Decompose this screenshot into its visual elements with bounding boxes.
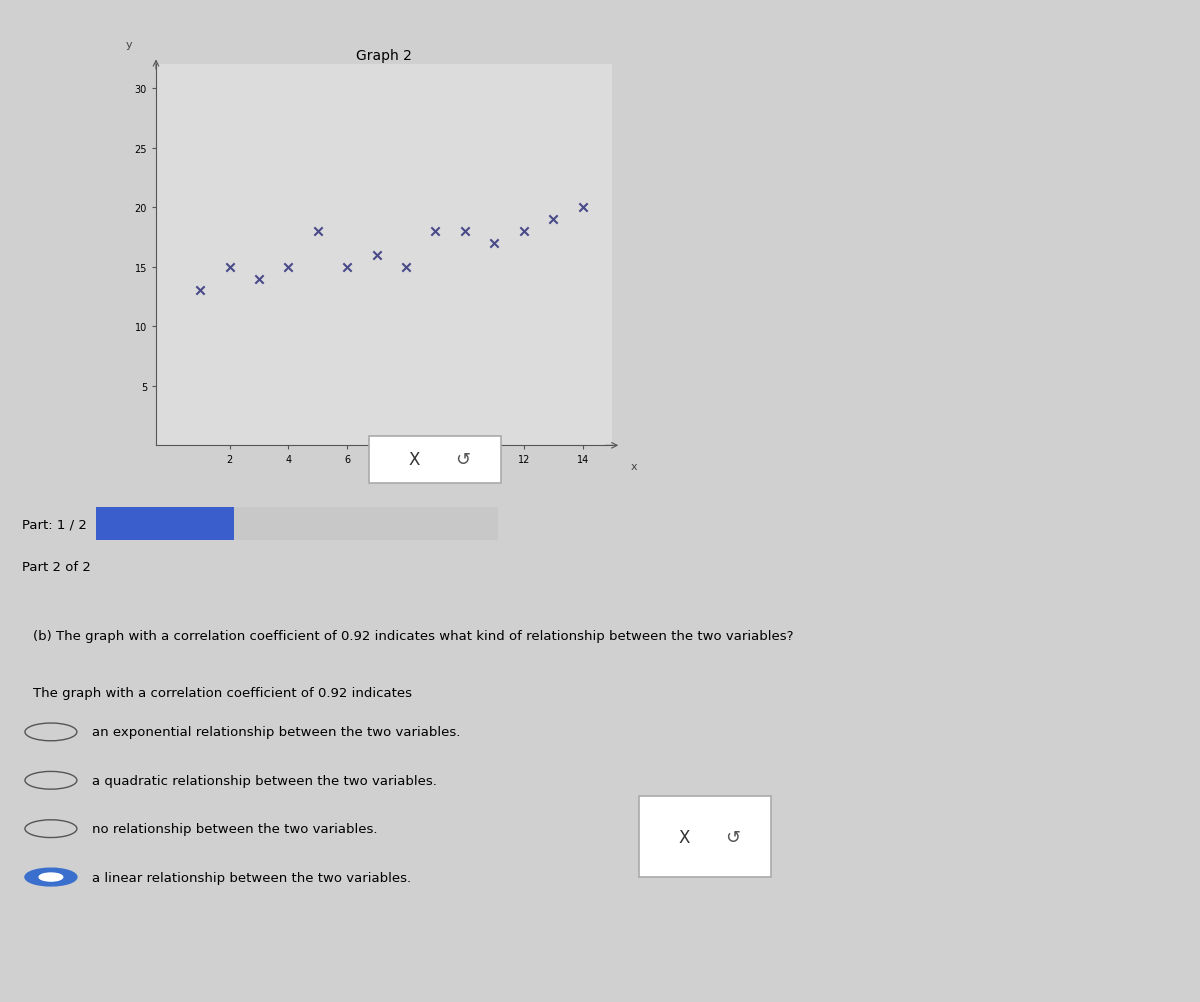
Text: ↺: ↺ [455, 451, 470, 469]
Point [572, 199, 592, 215]
Point [367, 247, 386, 264]
Circle shape [25, 869, 77, 886]
Text: (b) The graph with a correlation coefficient of 0.92 indicates what kind of rela: (b) The graph with a correlation coeffic… [34, 629, 793, 642]
Point [514, 223, 533, 239]
Text: no relationship between the two variables.: no relationship between the two variable… [92, 823, 378, 836]
Point [220, 260, 239, 276]
Point [455, 223, 474, 239]
Title: Graph 2: Graph 2 [356, 48, 412, 62]
Point [337, 260, 356, 276]
Text: an exponential relationship between the two variables.: an exponential relationship between the … [92, 725, 461, 738]
Text: Part: 1 / 2: Part: 1 / 2 [22, 518, 86, 530]
Text: Part 2 of 2: Part 2 of 2 [22, 561, 90, 573]
Text: X: X [679, 828, 690, 846]
Text: y: y [125, 40, 132, 50]
Text: a quadratic relationship between the two variables.: a quadratic relationship between the two… [92, 774, 437, 787]
Point [191, 284, 210, 300]
FancyBboxPatch shape [234, 507, 498, 541]
Point [544, 211, 563, 227]
Point [396, 260, 415, 276]
Point [278, 260, 298, 276]
FancyBboxPatch shape [96, 507, 234, 541]
Text: The graph with a correlation coefficient of 0.92 indicates: The graph with a correlation coefficient… [34, 685, 413, 698]
FancyBboxPatch shape [638, 796, 772, 878]
Point [250, 272, 269, 288]
Point [426, 223, 445, 239]
Text: a linear relationship between the two variables.: a linear relationship between the two va… [92, 871, 412, 884]
Point [308, 223, 328, 239]
Point [485, 235, 504, 252]
Text: x: x [630, 461, 637, 471]
Circle shape [40, 873, 62, 881]
Text: ↺: ↺ [725, 828, 740, 846]
FancyBboxPatch shape [368, 437, 502, 483]
Text: X: X [409, 451, 420, 469]
